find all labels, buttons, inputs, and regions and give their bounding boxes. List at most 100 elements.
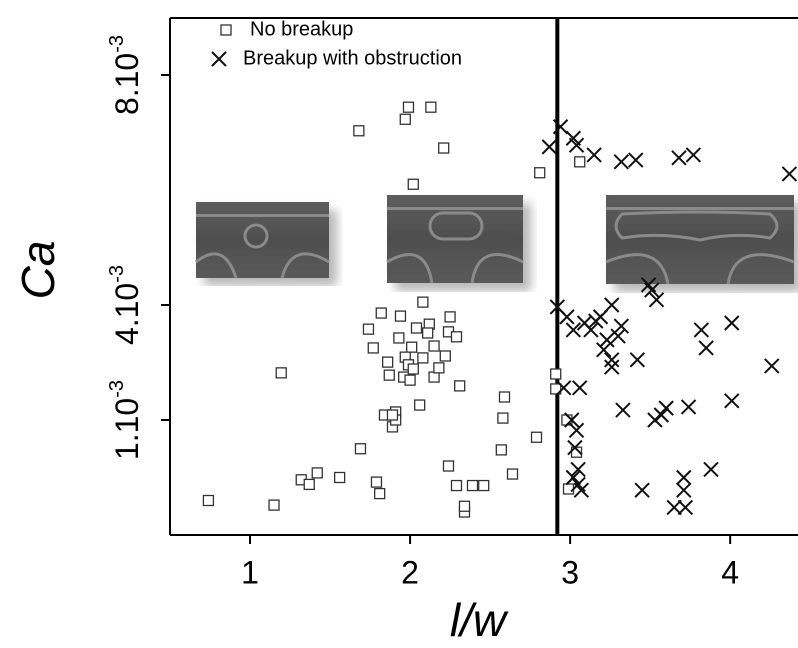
data-point xyxy=(407,178,419,190)
data-point xyxy=(604,359,620,375)
data-point xyxy=(658,400,674,416)
data-point xyxy=(570,476,586,493)
inset-3 xyxy=(605,195,795,285)
data-point xyxy=(567,439,583,456)
data-point xyxy=(530,431,543,443)
data-point xyxy=(497,412,509,424)
data-point xyxy=(640,277,657,293)
data-point xyxy=(404,374,416,386)
data-point xyxy=(303,478,315,491)
data-point xyxy=(458,500,471,512)
data-point xyxy=(428,371,440,383)
inset-1 xyxy=(195,202,330,279)
data-point xyxy=(498,391,511,403)
data-point xyxy=(764,358,780,374)
data-point xyxy=(613,318,630,334)
y-tick-label: 8.10-3 xyxy=(106,35,145,115)
data-point xyxy=(583,322,599,338)
data-point xyxy=(410,322,423,334)
data-point xyxy=(613,154,630,170)
data-point xyxy=(671,150,687,166)
data-point xyxy=(439,350,451,362)
data-point xyxy=(438,142,450,154)
data-point xyxy=(552,119,569,135)
data-point xyxy=(478,479,490,492)
data-point xyxy=(311,467,323,479)
data-point xyxy=(550,368,562,380)
data-point xyxy=(399,113,411,125)
data-point xyxy=(417,352,429,364)
data-point xyxy=(599,332,615,348)
x-axis-label: l/w xyxy=(450,594,509,646)
data-point xyxy=(550,383,562,395)
data-point xyxy=(534,167,546,179)
data-point xyxy=(604,352,620,368)
data-point xyxy=(666,499,682,516)
data-point xyxy=(374,487,386,500)
data-point xyxy=(724,393,740,409)
x-tick-label: 3 xyxy=(561,554,579,590)
data-point xyxy=(629,352,646,368)
y-tick-label: 1.10-3 xyxy=(106,380,145,460)
data-point xyxy=(565,322,582,338)
legend-symbol xyxy=(220,24,232,36)
inset-images xyxy=(195,195,795,285)
y-tick-label: 4.10-3 xyxy=(106,265,145,345)
data-point xyxy=(615,402,631,418)
data-point xyxy=(596,342,612,358)
data-point xyxy=(367,342,379,354)
data-point xyxy=(393,332,405,344)
data-point xyxy=(414,399,426,411)
data-point xyxy=(268,499,280,511)
data-point xyxy=(353,125,365,137)
data-point xyxy=(698,340,714,356)
data-point xyxy=(564,412,580,428)
data-point xyxy=(506,468,519,480)
data-point xyxy=(402,101,415,113)
data-point xyxy=(559,309,575,325)
data-point xyxy=(417,296,429,308)
data-point xyxy=(428,340,440,352)
data-point xyxy=(574,156,586,168)
legend-label: No breakup xyxy=(250,18,353,40)
data-point xyxy=(781,166,798,182)
data-point xyxy=(556,380,572,396)
data-point xyxy=(634,482,650,498)
data-point xyxy=(703,461,719,478)
data-point xyxy=(677,499,694,516)
data-point xyxy=(407,363,419,375)
data-point xyxy=(495,444,507,456)
data-point xyxy=(628,152,644,168)
data-point xyxy=(442,460,455,472)
data-point xyxy=(610,328,626,344)
data-point xyxy=(444,311,456,323)
data-point xyxy=(565,469,582,486)
data-point xyxy=(275,367,287,379)
data-point xyxy=(370,476,383,488)
data-point xyxy=(541,139,558,155)
y-axis-label: Ca xyxy=(12,241,64,300)
data-point xyxy=(450,331,463,343)
data-point xyxy=(572,380,588,396)
data-point xyxy=(383,369,395,381)
data-point xyxy=(568,422,585,439)
x-tick-label: 1 xyxy=(241,554,259,590)
data-point xyxy=(406,341,418,353)
data-point xyxy=(394,310,407,322)
data-point xyxy=(454,380,466,392)
data-point xyxy=(653,407,670,423)
data-point xyxy=(570,461,586,478)
data-point xyxy=(466,479,479,492)
data-point xyxy=(693,322,710,338)
x-tick-label: 4 xyxy=(721,554,739,590)
data-point xyxy=(648,292,665,308)
data-point xyxy=(685,147,702,163)
inset-2 xyxy=(386,195,524,284)
data-point xyxy=(382,356,394,368)
legend-label: Breakup with obstruction xyxy=(243,47,462,69)
data-point xyxy=(433,362,445,374)
data-point xyxy=(450,479,463,492)
data-point xyxy=(354,443,367,455)
